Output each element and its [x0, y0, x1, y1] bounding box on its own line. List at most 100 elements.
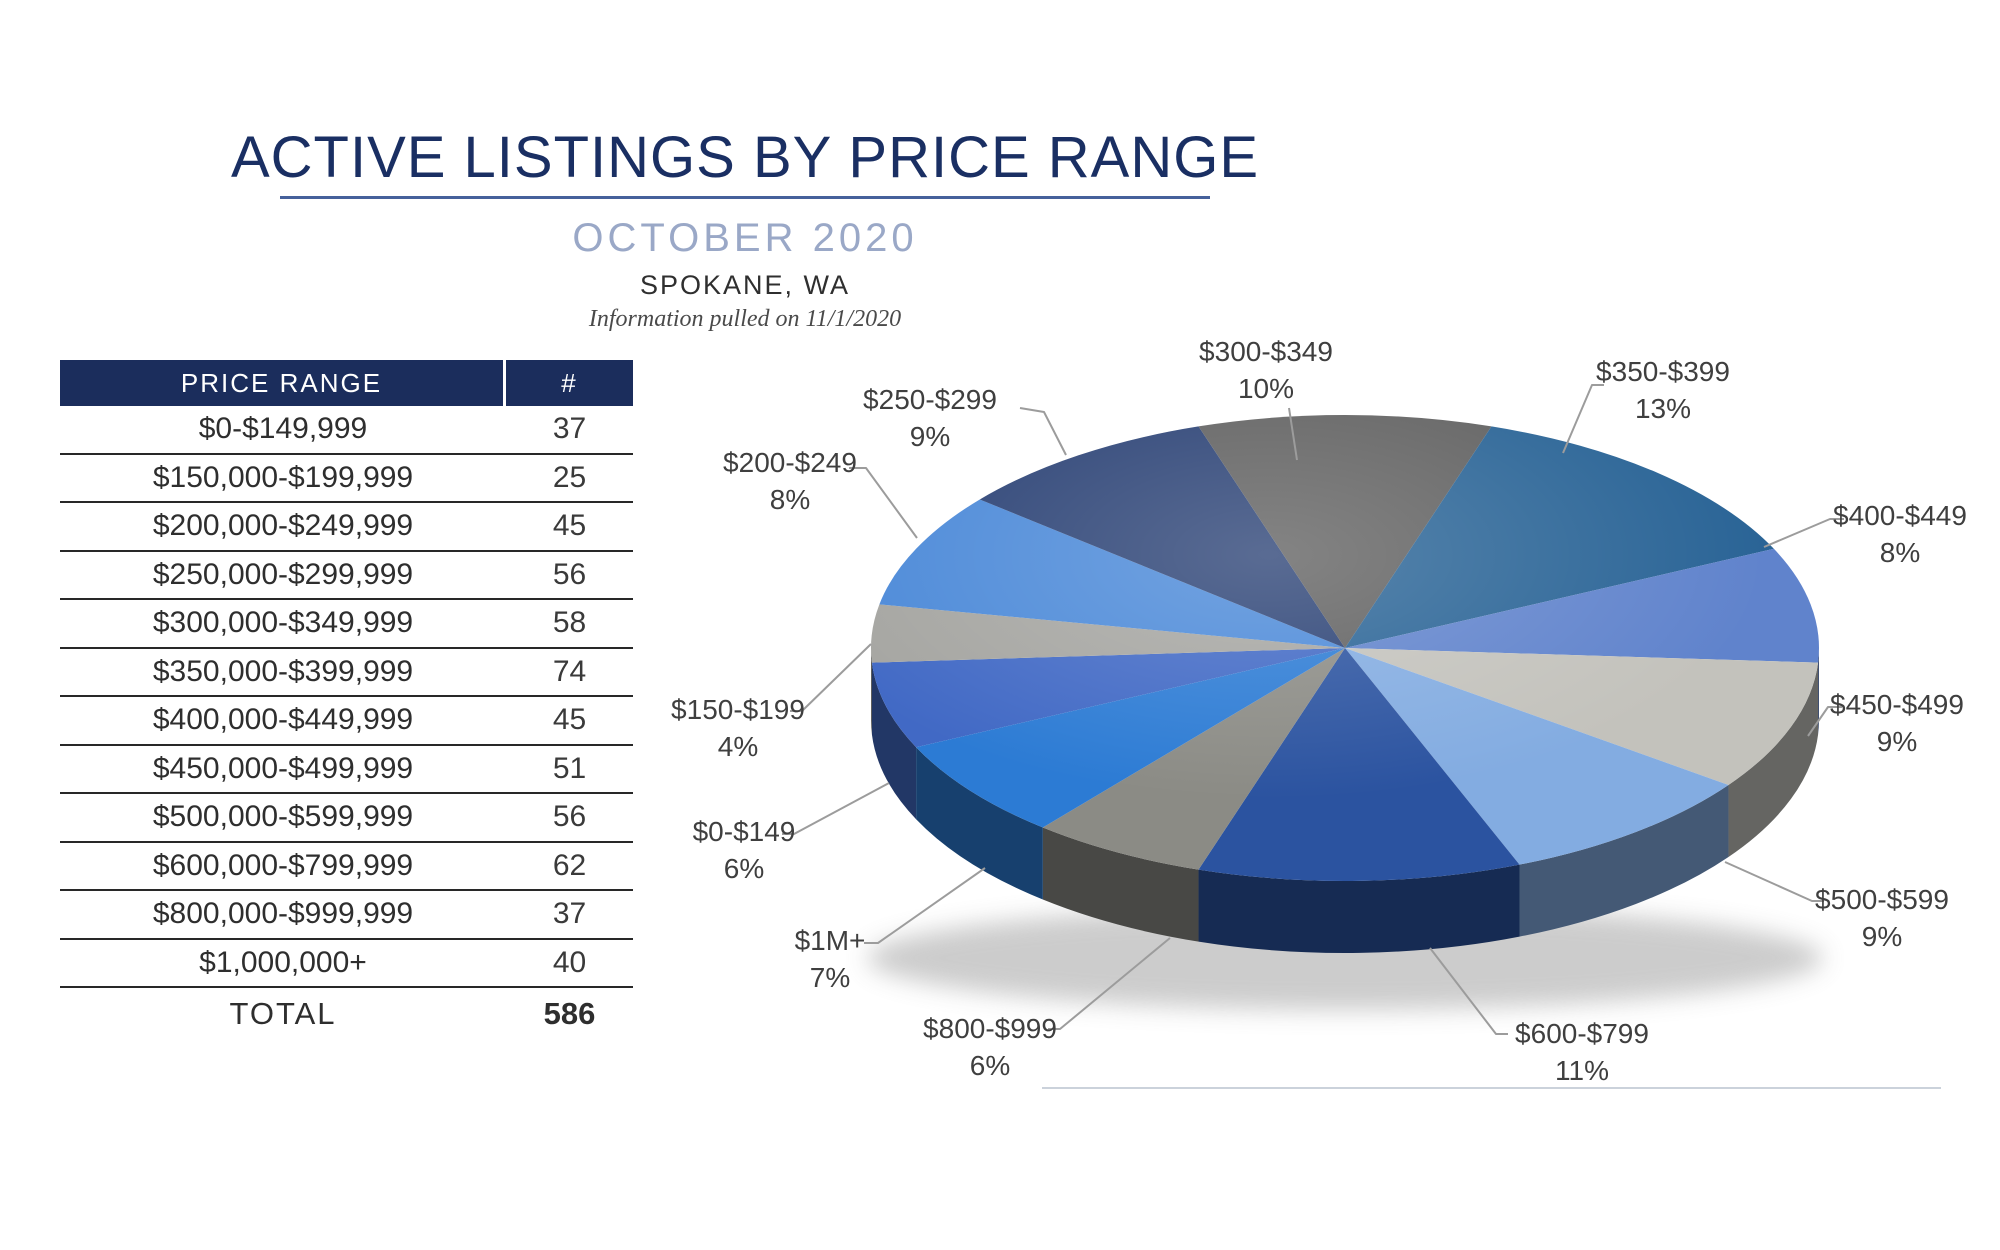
slice-labels: $0-$149 6% $150-$199 4% $200-$249 8% $250-$299… — [671, 336, 1967, 1086]
price-range-cell: $350,000-$399,999 — [152, 654, 414, 688]
title-underline — [280, 196, 1210, 199]
count-cell: 56 — [552, 557, 587, 591]
pie-shadow — [867, 906, 1823, 1010]
leader-line-10 — [1048, 937, 1171, 1030]
table-header: PRICE RANGE # — [60, 360, 633, 406]
pie-slice-label-6: $400-$449 — [1833, 500, 1967, 531]
count-cell: 45 — [552, 509, 587, 543]
page-title: ACTIVE LISTINGS BY PRICE RANGE — [230, 125, 1260, 190]
pie-slice-label-1: $150-$199 — [671, 694, 805, 725]
count-cell: 74 — [552, 654, 587, 688]
price-range-cell: $450,000-$499,999 — [152, 751, 414, 785]
price-range-cell: $1,000,000+ — [199, 945, 367, 979]
price-range-table: PRICE RANGE # $0-$149,999 37 $150,000-$199… — [60, 360, 633, 1040]
table-row: $350,000-$399,999 74 — [60, 649, 633, 697]
pie-slice-label-10: $800-$999 — [923, 1013, 1057, 1044]
price-range-column-header: PRICE RANGE — [60, 360, 506, 406]
count-cell: 45 — [552, 703, 587, 737]
pie-slice-label-8: $500-$599 — [1815, 884, 1949, 915]
pie-slice-percent-10: 6% — [970, 1050, 1010, 1081]
pie-slice-percent-2: 8% — [770, 484, 810, 515]
pie-slice-side-7 — [1728, 662, 1819, 857]
table-row: $400,000-$449,999 45 — [60, 697, 633, 746]
count-cell: 25 — [552, 460, 587, 494]
table-row: $800,000-$999,999 37 — [60, 891, 633, 940]
leader-line-9 — [1429, 947, 1508, 1035]
page-subtitle: OCTOBER 2020 — [572, 216, 918, 260]
pie-slice-label-0: $0-$149 — [693, 816, 796, 847]
table-row: $200,000-$249,999 45 — [60, 503, 633, 552]
price-range-cell: $800,000-$999,999 — [152, 897, 414, 931]
pie-slice-label-3: $250-$299 — [863, 384, 997, 415]
pie-slice-percent-6: 8% — [1880, 537, 1920, 568]
count-cell: 56 — [552, 800, 587, 834]
pie-slice-side-10 — [1042, 827, 1199, 942]
leader-line-2 — [849, 467, 918, 539]
pie-slice-side-9 — [1198, 864, 1520, 953]
count-cell: 51 — [552, 751, 587, 785]
location-label: SPOKANE, WA — [639, 270, 851, 300]
pie-slice-side-6 — [1818, 648, 1819, 735]
pie-slice-label-9: $600-$799 — [1515, 1018, 1649, 1049]
pie-slice-percent-4: 10% — [1238, 373, 1294, 404]
leader-line-7 — [1807, 706, 1842, 737]
leader-line-8 — [1724, 861, 1824, 902]
pie-slice-label-5: $350-$399 — [1596, 356, 1730, 387]
leader-line-5 — [1562, 384, 1604, 454]
pie-slice-percent-0: 6% — [724, 853, 764, 884]
table-body: $0-$149,999 37 $150,000-$199,999 25 $200,000… — [60, 406, 633, 988]
leader-line-1 — [790, 643, 872, 712]
pie-sheen-overlay — [871, 415, 1819, 881]
pie-slice-percent-7: 9% — [1877, 726, 1917, 757]
pie-slice-side-1 — [871, 648, 872, 735]
leader-lines — [782, 384, 1844, 1035]
price-range-cell: $200,000-$249,999 — [152, 509, 414, 543]
pie-slice-label-7: $450-$499 — [1830, 689, 1964, 720]
pulled-date-note: Information pulled on 11/1/2020 — [588, 306, 902, 332]
count-cell: 40 — [552, 945, 587, 979]
price-range-cell: $0-$149,999 — [198, 412, 368, 446]
pie-slice-percent-1: 4% — [718, 731, 758, 762]
table-row: $450,000-$499,999 51 — [60, 746, 633, 794]
leader-line-4 — [1288, 407, 1298, 461]
table-total-row: TOTAL 586 — [60, 988, 633, 1040]
pie-slice-percent-3: 9% — [910, 421, 950, 452]
total-value: 586 — [543, 996, 596, 1031]
table-row: $0-$149,999 37 — [60, 406, 633, 455]
price-range-cell: $150,000-$199,999 — [152, 460, 414, 494]
leader-line-3 — [1019, 407, 1067, 456]
count-column-header: # — [561, 367, 578, 398]
pie-slice-side-0 — [871, 662, 917, 820]
price-range-cell: $300,000-$349,999 — [152, 606, 414, 640]
price-range-cell: $400,000-$449,999 — [152, 703, 414, 737]
leader-line-6 — [1763, 518, 1844, 548]
pie-slice-side-11 — [916, 747, 1043, 900]
leader-line-0 — [782, 782, 890, 835]
price-range-cell: $250,000-$299,999 — [152, 557, 414, 591]
bottom-divider-line — [1042, 1087, 1941, 1089]
price-range-cell: $500,000-$599,999 — [152, 800, 414, 834]
table-row: $500,000-$599,999 56 — [60, 794, 633, 843]
leader-line-11 — [864, 867, 986, 944]
table-row: $300,000-$349,999 58 — [60, 600, 633, 649]
table-row: $600,000-$799,999 62 — [60, 843, 633, 891]
pie-3d-sides — [871, 648, 1819, 953]
table-row: $150,000-$199,999 25 — [60, 455, 633, 503]
table-row: $1,000,000+ 40 — [60, 940, 633, 988]
count-cell: 62 — [552, 848, 587, 882]
pie-slice-percent-9: 11% — [1555, 1055, 1609, 1086]
pie-slice-percent-8: 9% — [1862, 921, 1902, 952]
table-row: $250,000-$299,999 56 — [60, 552, 633, 600]
price-range-cell: $600,000-$799,999 — [152, 848, 414, 882]
pie-slice-percent-11: 7% — [810, 962, 850, 993]
total-label: TOTAL — [229, 996, 337, 1031]
count-cell: 37 — [552, 897, 587, 931]
count-cell: 37 — [552, 412, 587, 446]
pie-slice-label-2: $200-$249 — [723, 447, 857, 478]
pie-slice-label-11: $1M+ — [795, 925, 866, 956]
pie-slice-side-8 — [1519, 784, 1729, 937]
pie-slice-label-4: $300-$349 — [1199, 336, 1333, 367]
count-cell: 58 — [552, 606, 587, 640]
